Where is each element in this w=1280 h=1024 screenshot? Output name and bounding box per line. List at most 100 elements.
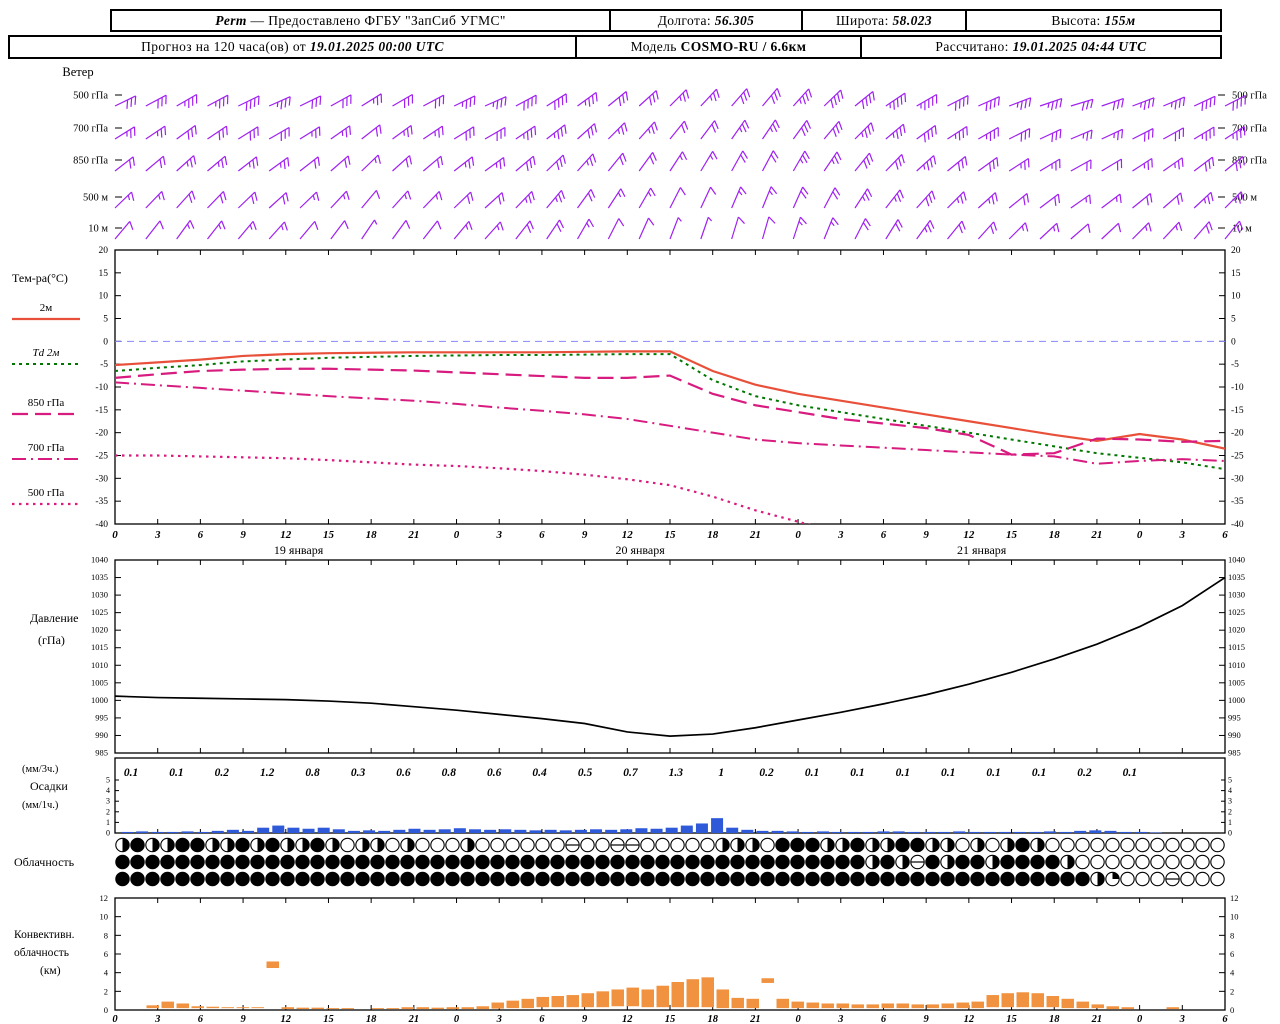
precip-bar — [877, 831, 890, 833]
precip-bar — [468, 829, 481, 833]
precip-ytick-right: 2 — [1228, 807, 1232, 816]
bottom-hour-tick-label: 6 — [539, 1014, 545, 1024]
time-axis: 0 3 6 9 12 15 18 21 0 3 6 9 12 15 18 21 0 3 6 9 12 15 18 21 0 3 6 1… — [112, 529, 1228, 557]
day-label: 20 января — [615, 543, 665, 557]
convective-bar — [146, 1005, 159, 1009]
bottom-hour-tick-label: 18 — [1049, 1014, 1060, 1024]
convective-bar — [926, 1004, 939, 1009]
precip-3h-value: 0.1 — [850, 767, 864, 779]
temp-ytick-right: -15 — [1231, 406, 1244, 416]
header-longitude: Долгота: 56.305 — [609, 11, 801, 30]
bottom-hour-tick-label: 18 — [707, 1014, 718, 1024]
temp-panel-title: Тем-ра(°C) — [12, 271, 68, 285]
temp-ytick-right: 20 — [1231, 246, 1241, 256]
temp-ytick-left: 15 — [99, 269, 109, 279]
precip-bar — [801, 831, 814, 833]
convective-bar — [341, 1008, 354, 1010]
precip-bar — [892, 831, 905, 833]
precip-3h-value: 0.6 — [396, 767, 411, 779]
precip-bar — [499, 829, 512, 833]
bottom-hour-tick-label: 0 — [454, 1014, 460, 1024]
bottom-hour-tick-label: 15 — [665, 1014, 676, 1024]
precip-bar — [1028, 831, 1041, 833]
header-station: Perm — Предоставлено ФГБУ "ЗапСиб УГМС" — [112, 11, 609, 30]
temp-ytick-left: 5 — [103, 315, 108, 325]
precip-ytick-right: 3 — [1228, 797, 1232, 806]
computed-value: 19.01.2025 04:44 UTC — [1012, 39, 1147, 54]
hour-tick-label: 12 — [280, 529, 292, 541]
hour-tick-label: 18 — [366, 529, 378, 541]
hour-tick-label: 0 — [795, 529, 801, 541]
convective-bar — [1046, 996, 1059, 1008]
precip-bar — [226, 829, 239, 833]
hour-tick-label: 6 — [539, 529, 545, 541]
hour-tick-label: 9 — [582, 529, 588, 541]
convective-bar — [221, 1007, 234, 1009]
precip-bar — [1013, 831, 1026, 833]
precip-bar — [1043, 831, 1056, 833]
precip-bar — [650, 828, 663, 833]
conv-ytick-left: 4 — [104, 968, 109, 978]
conv-ytick-left: 0 — [104, 1005, 108, 1015]
station-provider: — Предоставлено ФГБУ "ЗапСиб УГМС" — [246, 12, 506, 28]
legend-label: 2м — [40, 302, 53, 314]
precip-3h-value: 0.2 — [215, 767, 230, 779]
hour-tick-label: 0 — [112, 529, 118, 541]
precip-bar — [363, 830, 376, 833]
conv-ytick-right: 10 — [1230, 912, 1239, 922]
hour-tick-label: 3 — [495, 529, 502, 541]
convective-bar — [1166, 1007, 1179, 1010]
forecast-label: Прогноз на 120 часа(ов) от — [141, 39, 310, 54]
convective-bar — [941, 1003, 954, 1009]
hour-tick-label: 12 — [622, 529, 634, 541]
convective-bar — [671, 982, 684, 1008]
pressure-ytick-right: 1040 — [1228, 555, 1245, 565]
pressure-ytick-right: 985 — [1228, 748, 1241, 758]
temp-ytick-left: -20 — [95, 429, 108, 439]
wind-level-label-left: 850 гПа — [73, 156, 108, 167]
precip-bar — [181, 831, 194, 833]
wind-panel-title: Ветер — [62, 65, 93, 79]
hour-tick-label: 12 — [963, 529, 975, 541]
day-label: 19 января — [274, 543, 324, 557]
altitude-label: Высота: — [1051, 12, 1105, 28]
wind-panel: Ветер 500 гПа 500 гПа 700 гПа 700 гПа 850 гПа… — [62, 65, 1267, 240]
wind-level-label-right: 850 гПа — [1232, 156, 1267, 167]
convective-bar — [971, 1001, 984, 1009]
temp-ytick-left: 10 — [99, 292, 109, 302]
hour-tick-label: 0 — [1137, 529, 1143, 541]
precip-unit-1h: (мм/1ч.) — [22, 800, 59, 811]
precip-bar — [1074, 830, 1087, 833]
longitude-value: 56.305 — [714, 12, 755, 28]
convective-bar — [581, 993, 594, 1008]
temp-ytick-right: -35 — [1231, 497, 1244, 507]
temp-ytick-right: 0 — [1231, 337, 1236, 347]
convective-bar — [626, 987, 639, 1007]
hour-tick-label: 21 — [749, 529, 761, 541]
precip-3h-value: 0.7 — [623, 767, 639, 779]
pressure-ytick-left: 1025 — [91, 607, 108, 617]
precip-bar — [1149, 832, 1162, 833]
convective-bar — [1031, 993, 1044, 1008]
computed-label: Рассчитано: — [935, 39, 1013, 54]
bottom-hour-tick-label: 6 — [1222, 1014, 1228, 1024]
pressure-ytick-right: 1035 — [1228, 572, 1245, 582]
precip-bar — [196, 831, 209, 833]
hour-tick-label: 3 — [837, 529, 844, 541]
precip-bar — [816, 831, 829, 833]
bottom-hour-tick-label: 6 — [198, 1014, 204, 1024]
bottom-hour-tick-label: 18 — [366, 1014, 377, 1024]
precip-bar — [1134, 831, 1147, 833]
bottom-hour-tick-label: 3 — [1179, 1014, 1185, 1024]
convective-bar — [701, 977, 714, 1008]
precip-3h-value: 0.1 — [941, 767, 955, 779]
legend-label: 850 гПа — [28, 397, 65, 409]
pressure-ytick-left: 1030 — [91, 590, 108, 600]
precip-ytick-right: 1 — [1228, 818, 1232, 827]
precip-3h-value: 1.2 — [260, 767, 275, 779]
convective-bar — [386, 1008, 399, 1010]
header-altitude: Высота: 155м — [965, 11, 1220, 30]
wind-level-label-left: 700 гПа — [73, 124, 108, 135]
pressure-ytick-right: 995 — [1228, 712, 1241, 722]
pressure-ytick-right: 1000 — [1228, 695, 1245, 705]
